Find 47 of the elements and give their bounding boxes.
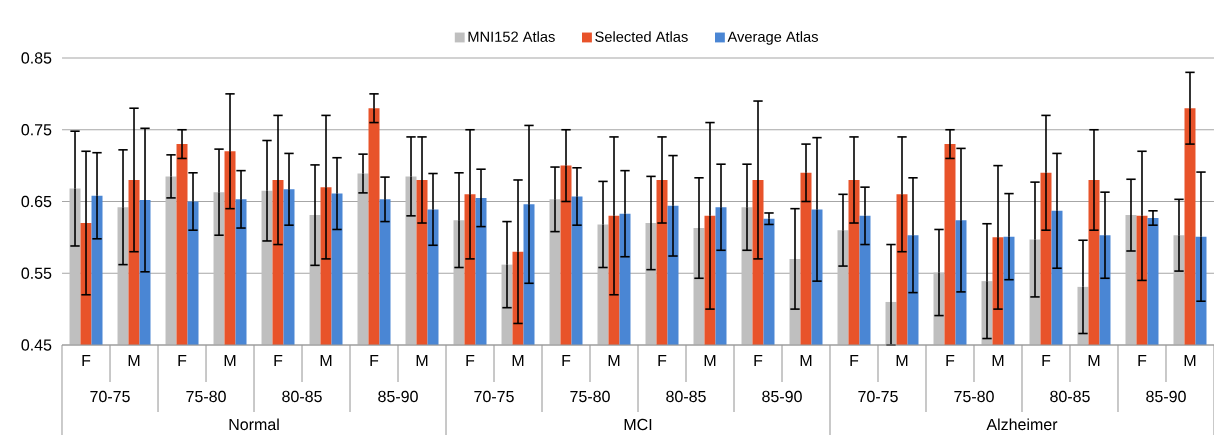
- x-tick-label: M: [512, 355, 524, 367]
- y-tick-label: 0.65: [21, 195, 52, 208]
- x-tick-label: F: [466, 355, 475, 367]
- x-tick-label: F: [1042, 355, 1051, 367]
- text: 70-75: [90, 390, 130, 403]
- text: 70-75: [858, 390, 898, 403]
- x-tick-label: M: [1088, 355, 1100, 367]
- legend-label: Average Atlas: [727, 31, 818, 45]
- x-tick-label: M: [704, 355, 716, 367]
- legend-label: Selected Atlas: [595, 31, 688, 42]
- text: Alzheimer: [986, 418, 1058, 431]
- x-tick-label: M: [416, 355, 428, 367]
- x-tick-label: M: [320, 355, 332, 367]
- text: Normal: [229, 418, 279, 431]
- x-tick-label: F: [658, 355, 667, 367]
- x-tick-label: F: [82, 355, 91, 367]
- text: 70-75: [474, 390, 514, 403]
- x-tick-label: M: [992, 355, 1004, 367]
- x-tick-label: M: [1184, 355, 1196, 367]
- y-tick-label: 0.55: [21, 267, 52, 279]
- text: 85-90: [762, 390, 802, 403]
- text: 75-80: [186, 390, 226, 403]
- text: 80-85: [1050, 390, 1090, 403]
- x-tick-label: F: [754, 355, 763, 367]
- x-tick-label: F: [370, 355, 379, 367]
- y-tick-label: 0.75: [21, 124, 52, 136]
- text: 85-90: [1146, 390, 1186, 403]
- text: 80-85: [666, 390, 706, 403]
- x-tick-label: F: [946, 355, 955, 367]
- x-tick-label: F: [850, 355, 859, 367]
- text: MCI: [624, 418, 652, 431]
- y-tick-label: 0.45: [21, 339, 52, 351]
- x-tick-label: M: [128, 355, 140, 367]
- text: 75-80: [954, 390, 994, 403]
- text: 80-85: [282, 390, 322, 403]
- text: 85-90: [378, 390, 418, 403]
- x-tick-label: F: [562, 355, 571, 367]
- x-tick-label: M: [608, 355, 620, 367]
- x-tick-label: F: [274, 355, 283, 367]
- y-tick-label: 0.85: [21, 52, 52, 64]
- x-tick-label: F: [178, 355, 187, 367]
- x-tick-label: F: [1138, 355, 1147, 367]
- x-tick-label: M: [800, 355, 812, 367]
- text: 75-80: [570, 390, 610, 403]
- x-tick-label: M: [896, 355, 908, 367]
- legend-label: MNI152 Atlas: [468, 31, 555, 42]
- x-tick-label: M: [224, 355, 236, 367]
